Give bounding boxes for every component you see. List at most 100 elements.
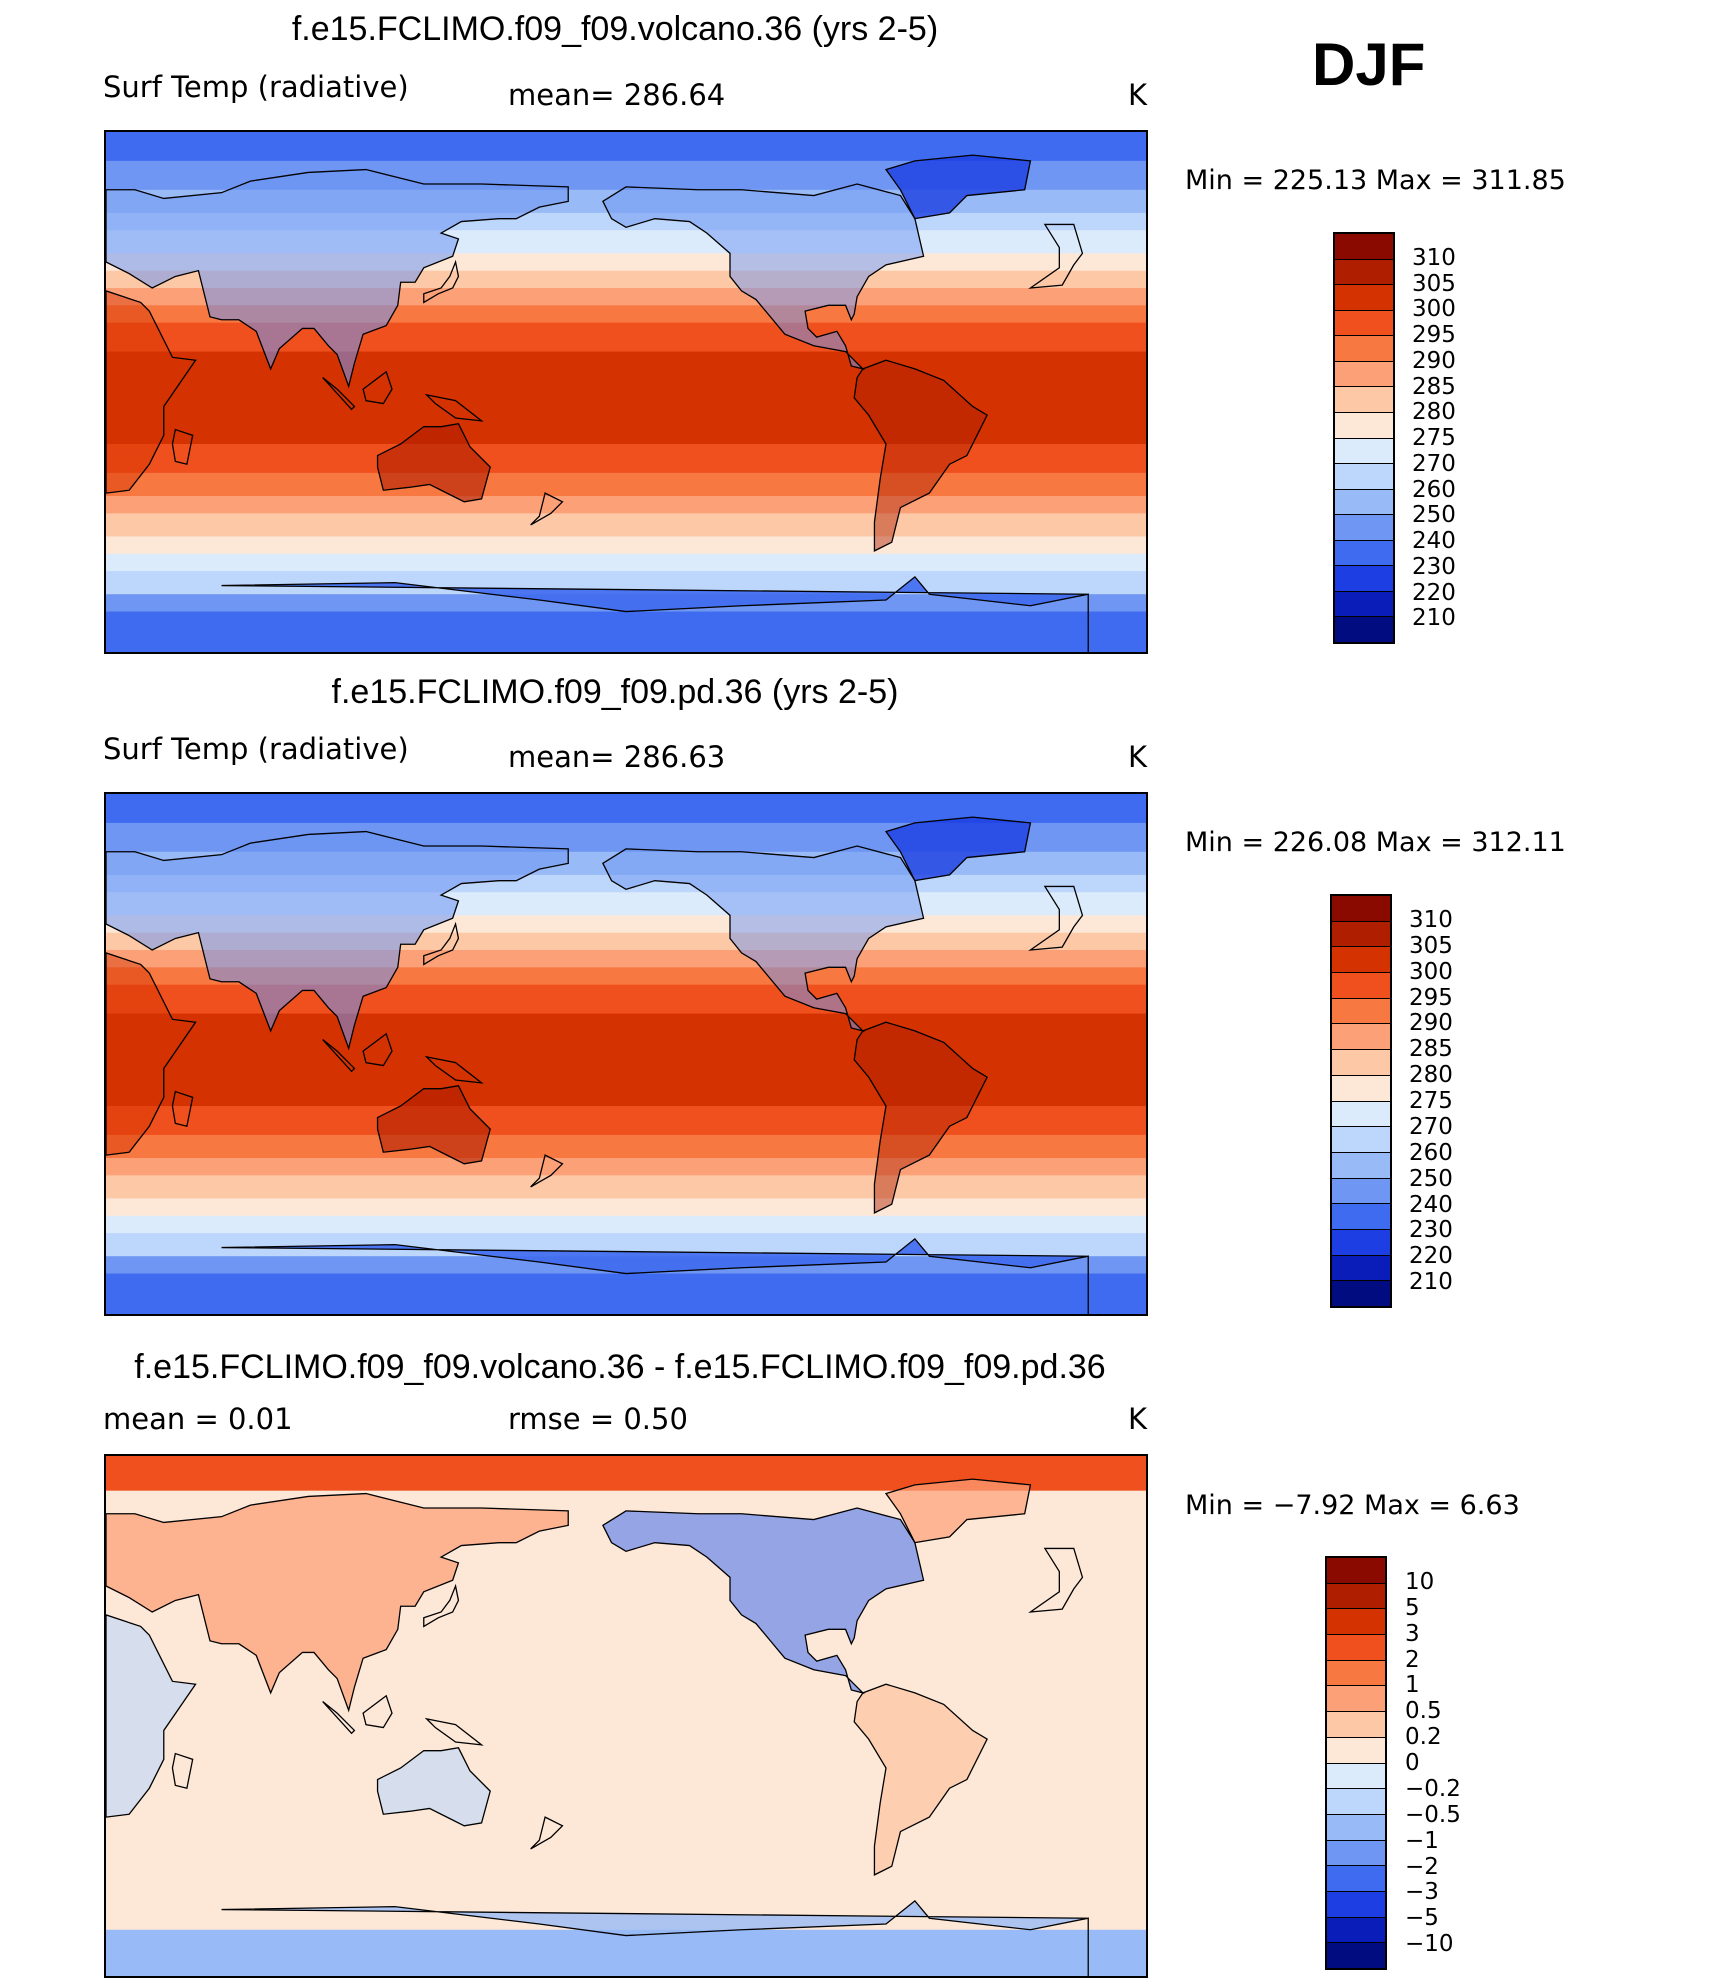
panel1-mean-label: mean= 286.64 — [508, 78, 726, 112]
colorbar-swatch — [1327, 1712, 1385, 1738]
coastlines — [106, 816, 1089, 1314]
colorbar-swatch — [1332, 1075, 1390, 1102]
colorbar-tick-label: −1 — [1405, 1827, 1439, 1854]
panel3-minmax: Min = −7.92 Max = 6.63 — [1185, 1490, 1520, 1521]
panel3-title: f.e15.FCLIMO.f09_f09.volcano.36 - f.e15.… — [134, 1348, 1106, 1386]
colorbar-swatch — [1335, 591, 1393, 618]
colorbar-swatch — [1327, 1840, 1385, 1867]
colorbar-swatch — [1327, 1789, 1385, 1815]
colorbar-tick-label: 2 — [1405, 1646, 1420, 1673]
panel1-colorbar — [1333, 232, 1395, 644]
colorbar-swatch — [1335, 540, 1393, 567]
colorbar-swatch — [1335, 566, 1393, 592]
colorbar-swatch — [1335, 464, 1393, 490]
colorbar-tick-label: −0.5 — [1405, 1801, 1461, 1828]
colorbar-tick-label: 250 — [1412, 502, 1456, 529]
colorbar-swatch — [1327, 1891, 1385, 1918]
panel3-mean-label: mean = 0.01 — [103, 1402, 293, 1436]
panel1-map — [104, 130, 1148, 654]
colorbar-swatch — [1327, 1660, 1385, 1687]
colorbar-tick-label: 270 — [1412, 450, 1456, 477]
panel3-unit-label: K — [1128, 1402, 1148, 1436]
colorbar-swatch — [1335, 412, 1393, 439]
colorbar-tick-label: 0 — [1405, 1750, 1420, 1776]
colorbar-swatch — [1335, 489, 1393, 516]
colorbar-tick-label: 280 — [1412, 399, 1456, 426]
colorbar-tick-label: −2 — [1405, 1853, 1439, 1880]
colorbar-swatch — [1332, 921, 1390, 948]
colorbar-tick-label: 275 — [1409, 1088, 1453, 1114]
panel3-colorbar — [1325, 1556, 1387, 1970]
colorbar-tick-label: 305 — [1412, 270, 1456, 297]
coastlines — [106, 154, 1089, 652]
coastlines — [106, 1478, 1089, 1976]
colorbar-tick-label: 240 — [1412, 528, 1456, 554]
colorbar-swatch — [1327, 1866, 1385, 1892]
map-field — [106, 794, 1146, 1314]
map-field — [106, 132, 1146, 652]
colorbar-swatch — [1332, 998, 1390, 1025]
colorbar-tick-label: 270 — [1409, 1113, 1453, 1140]
colorbar-tick-label: 305 — [1409, 932, 1453, 959]
colorbar-swatch — [1335, 285, 1393, 311]
colorbar-swatch — [1327, 1686, 1385, 1713]
colorbar-tick-label: 310 — [1412, 244, 1456, 271]
colorbar-swatch — [1332, 973, 1390, 999]
colorbar-swatch — [1332, 1281, 1390, 1306]
colorbar-swatch — [1335, 438, 1393, 465]
colorbar-swatch — [1327, 1583, 1385, 1610]
panel1-minmax: Min = 225.13 Max = 311.85 — [1185, 165, 1566, 196]
panel2-map — [104, 792, 1148, 1316]
colorbar-swatch — [1332, 896, 1390, 922]
colorbar-swatch — [1335, 617, 1393, 642]
colorbar-tick-label: 290 — [1409, 1010, 1453, 1037]
colorbar-tick-label: 5 — [1405, 1594, 1420, 1621]
colorbar-tick-label: 210 — [1409, 1269, 1453, 1296]
colorbar-tick-label: 300 — [1412, 296, 1456, 323]
colorbar-tick-label: 310 — [1409, 906, 1453, 933]
panel3-rmse-label: rmse = 0.50 — [508, 1402, 688, 1436]
colorbar-tick-label: 3 — [1405, 1620, 1420, 1647]
panel1-unit-label: K — [1128, 78, 1148, 112]
colorbar-swatch — [1332, 1152, 1390, 1179]
colorbar-tick-label: −3 — [1405, 1879, 1439, 1906]
colorbar-tick-label: 250 — [1409, 1165, 1453, 1192]
colorbar-swatch — [1332, 1101, 1390, 1128]
colorbar-swatch — [1335, 234, 1393, 260]
colorbar-swatch — [1332, 1229, 1390, 1256]
panel1-variable-label: Surf Temp (radiative) — [103, 70, 409, 104]
colorbar-swatch — [1335, 310, 1393, 337]
colorbar-swatch — [1335, 336, 1393, 362]
colorbar-tick-label: 0.2 — [1405, 1724, 1442, 1751]
panel2-minmax: Min = 226.08 Max = 312.11 — [1185, 827, 1566, 858]
colorbar-tick-label: 260 — [1409, 1139, 1453, 1166]
colorbar-swatch — [1332, 1178, 1390, 1205]
colorbar-tick-label: 295 — [1409, 984, 1453, 1011]
panel1-title: f.e15.FCLIMO.f09_f09.volcano.36 (yrs 2-5… — [291, 10, 939, 48]
colorbar-swatch — [1332, 1024, 1390, 1051]
colorbar-tick-label: 210 — [1412, 605, 1456, 632]
panel2-title: f.e15.FCLIMO.f09_f09.pd.36 (yrs 2-5) — [331, 673, 899, 711]
colorbar-swatch — [1327, 1737, 1385, 1764]
colorbar-tick-label: 230 — [1412, 553, 1456, 580]
colorbar-tick-label: −5 — [1405, 1905, 1439, 1932]
colorbar-tick-label: 10 — [1405, 1568, 1435, 1595]
colorbar-swatch — [1332, 1050, 1390, 1076]
map-field — [106, 1456, 1146, 1976]
panel2-variable-label: Surf Temp (radiative) — [103, 732, 409, 766]
panel2-unit-label: K — [1128, 740, 1148, 774]
colorbar-tick-label: 300 — [1409, 958, 1453, 985]
colorbar-swatch — [1327, 1635, 1385, 1661]
colorbar-swatch — [1335, 515, 1393, 541]
colorbar-tick-label: −0.2 — [1405, 1775, 1461, 1802]
colorbar-swatch — [1327, 1558, 1385, 1584]
colorbar-tick-label: 230 — [1409, 1217, 1453, 1244]
panel2-colorbar — [1330, 894, 1392, 1308]
colorbar-swatch — [1332, 947, 1390, 974]
colorbar-tick-label: 0.5 — [1405, 1698, 1442, 1725]
colorbar-tick-label: 220 — [1409, 1243, 1453, 1270]
colorbar-tick-label: 220 — [1412, 579, 1456, 606]
colorbar-swatch — [1327, 1609, 1385, 1636]
colorbar-swatch — [1332, 1127, 1390, 1153]
colorbar-swatch — [1335, 259, 1393, 286]
